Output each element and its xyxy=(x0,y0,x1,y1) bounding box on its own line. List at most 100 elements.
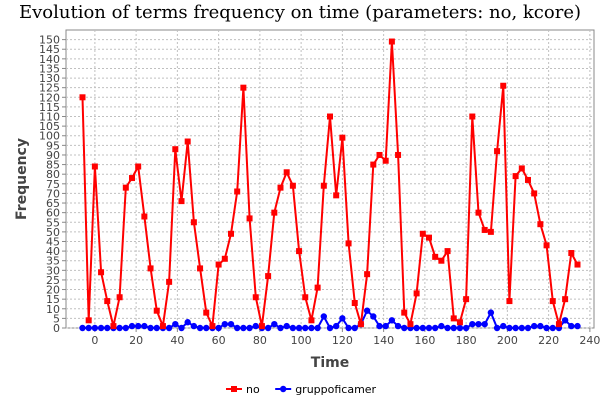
data-point xyxy=(401,324,408,332)
data-point xyxy=(314,324,321,332)
data-point xyxy=(85,317,92,324)
y-tick-label: 90 xyxy=(46,149,60,162)
data-point xyxy=(234,188,241,195)
data-point xyxy=(97,324,105,332)
data-point xyxy=(184,138,191,145)
data-point xyxy=(135,163,142,170)
data-point xyxy=(141,213,148,220)
x-tick-label: 20 xyxy=(129,334,143,347)
data-point xyxy=(463,296,470,303)
data-point xyxy=(469,113,476,120)
x-tick-label: 80 xyxy=(253,334,267,347)
data-point xyxy=(326,324,334,332)
data-point xyxy=(85,324,92,332)
y-tick-label: 30 xyxy=(46,264,60,277)
data-point xyxy=(382,322,389,330)
x-tick-label: 160 xyxy=(414,334,435,347)
data-point xyxy=(531,190,538,197)
data-point xyxy=(116,294,123,301)
data-point xyxy=(568,250,575,257)
y-tick-label: 45 xyxy=(46,235,60,248)
data-point xyxy=(481,320,488,328)
data-point xyxy=(401,309,408,316)
data-point xyxy=(555,321,562,328)
data-point xyxy=(574,261,581,268)
data-point xyxy=(265,273,272,280)
x-axis-title: Time xyxy=(311,355,349,371)
x-tick-label: 100 xyxy=(291,334,312,347)
data-point xyxy=(574,322,581,330)
data-point xyxy=(129,175,135,182)
series-layer xyxy=(79,38,581,332)
legend-label: gruppoficamer xyxy=(295,383,376,396)
data-point xyxy=(147,265,154,272)
data-point xyxy=(147,324,154,332)
y-tick-label: 130 xyxy=(39,72,60,85)
x-tick-label: 220 xyxy=(538,334,559,347)
data-point xyxy=(500,82,507,89)
data-point xyxy=(395,151,402,158)
data-point xyxy=(432,253,439,260)
data-point xyxy=(512,173,519,180)
data-point xyxy=(475,320,482,328)
data-point xyxy=(165,324,173,332)
x-tick-label: 40 xyxy=(170,334,184,347)
data-point xyxy=(327,113,333,120)
data-point xyxy=(302,294,309,301)
legend-item: gruppoficamer xyxy=(275,383,377,396)
data-point xyxy=(110,323,117,330)
data-point xyxy=(407,321,414,328)
data-point xyxy=(159,323,166,330)
y-tick-label: 40 xyxy=(46,245,60,258)
data-point xyxy=(525,176,531,183)
data-point xyxy=(370,161,377,168)
y-tick-label: 0 xyxy=(53,322,60,335)
data-point xyxy=(308,324,315,332)
data-point xyxy=(221,255,228,262)
data-point xyxy=(438,322,445,330)
legend: no gruppoficamer xyxy=(226,383,377,396)
series-gruppoficamer xyxy=(79,307,581,332)
y-axis-title: Frequency xyxy=(14,138,30,220)
data-point xyxy=(431,324,439,332)
chart-title: Evolution of terms frequency on time (pa… xyxy=(19,2,581,23)
data-point xyxy=(450,324,457,332)
x-tick-label: 140 xyxy=(373,334,394,347)
data-point xyxy=(568,322,575,330)
y-tick-label: 125 xyxy=(39,82,60,95)
data-point xyxy=(530,322,538,330)
data-point xyxy=(537,221,544,228)
data-point xyxy=(215,261,222,268)
y-tick-label: 100 xyxy=(39,130,60,143)
data-point xyxy=(333,192,340,199)
y-tick-label: 105 xyxy=(39,120,60,133)
data-point xyxy=(184,319,191,326)
data-point xyxy=(345,240,352,247)
data-point xyxy=(493,324,501,332)
data-point xyxy=(543,242,550,249)
data-point xyxy=(524,324,532,332)
legend-marker xyxy=(231,386,237,392)
data-point xyxy=(91,163,98,170)
data-point xyxy=(388,38,395,45)
data-point xyxy=(487,309,495,316)
y-tick-label: 60 xyxy=(46,207,60,220)
data-point xyxy=(227,320,235,328)
data-point xyxy=(302,324,309,332)
data-point xyxy=(178,198,185,205)
data-point xyxy=(246,324,253,332)
data-point xyxy=(258,323,265,330)
data-point xyxy=(79,324,86,332)
data-point xyxy=(153,307,160,314)
data-point xyxy=(518,165,525,172)
data-point xyxy=(469,320,476,328)
data-point xyxy=(128,322,136,330)
data-point xyxy=(339,315,346,322)
data-point xyxy=(494,148,501,155)
data-point xyxy=(500,322,507,330)
y-tick-label: 85 xyxy=(46,159,60,172)
data-point xyxy=(141,322,148,330)
y-tick-label: 15 xyxy=(46,293,60,306)
y-tick-label: 135 xyxy=(39,62,60,75)
